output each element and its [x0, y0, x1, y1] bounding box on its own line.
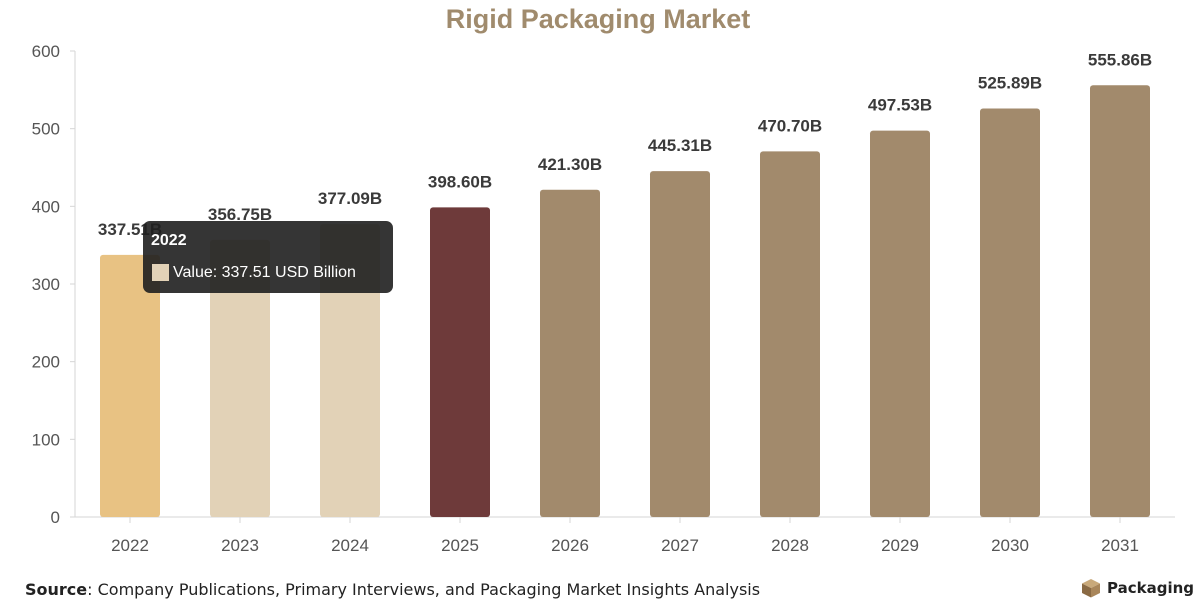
data-label: 356.75B [208, 205, 272, 224]
bar-2022 [100, 254, 160, 517]
data-label: 377.09B [318, 189, 382, 208]
source-label: Source [25, 580, 88, 599]
bar-2023 [210, 239, 270, 517]
bar-2027 [650, 171, 710, 517]
y-tick-label: 400 [32, 197, 60, 216]
data-label: 555.86B [1088, 50, 1152, 69]
data-label: 445.31B [648, 136, 712, 155]
data-label: 421.30B [538, 155, 602, 174]
data-label: 497.53B [868, 96, 932, 115]
x-tick-label: 2025 [441, 536, 479, 555]
data-label: 525.89B [978, 74, 1042, 93]
bar-2028 [760, 151, 820, 517]
bar-2031 [1090, 85, 1150, 517]
x-tick-label: 2022 [111, 536, 149, 555]
box-icon [1082, 579, 1100, 598]
x-tick-label: 2031 [1101, 536, 1139, 555]
y-tick-label: 0 [51, 508, 60, 527]
y-tick-label: 500 [32, 120, 60, 139]
data-label: 398.60B [428, 172, 492, 191]
tooltip-swatch [152, 264, 169, 281]
bar-2029 [870, 130, 930, 518]
tooltip-value: Value: 337.51 USD Billion [173, 264, 356, 281]
x-tick-label: 2024 [331, 536, 369, 555]
x-tick-label: 2030 [991, 536, 1029, 555]
source-note: Source: Company Publications, Primary In… [25, 580, 760, 599]
bar-2025 [430, 207, 490, 518]
y-tick-label: 600 [32, 42, 60, 61]
y-tick-label: 100 [32, 430, 60, 449]
tooltip: 2022 Value: 337.51 USD Billion [143, 221, 393, 293]
tooltip-title: 2022 [151, 232, 187, 249]
bar-2030 [980, 108, 1040, 517]
x-tick-label: 2028 [771, 536, 809, 555]
logo-text: Packaging [1107, 579, 1194, 597]
bar-2024 [320, 224, 380, 517]
bar-2026 [540, 189, 600, 517]
brand-logo: Packaging [1081, 578, 1194, 598]
x-tick-label: 2026 [551, 536, 589, 555]
x-tick-label: 2027 [661, 536, 699, 555]
data-label: 470.70B [758, 116, 822, 135]
y-tick-label: 300 [32, 275, 60, 294]
tooltip-box [143, 221, 393, 293]
chart-title: Rigid Packaging Market [446, 4, 751, 34]
x-tick-label: 2029 [881, 536, 919, 555]
source-text: : Company Publications, Primary Intervie… [87, 580, 761, 599]
y-tick-label: 200 [32, 353, 60, 372]
x-tick-label: 2023 [221, 536, 259, 555]
